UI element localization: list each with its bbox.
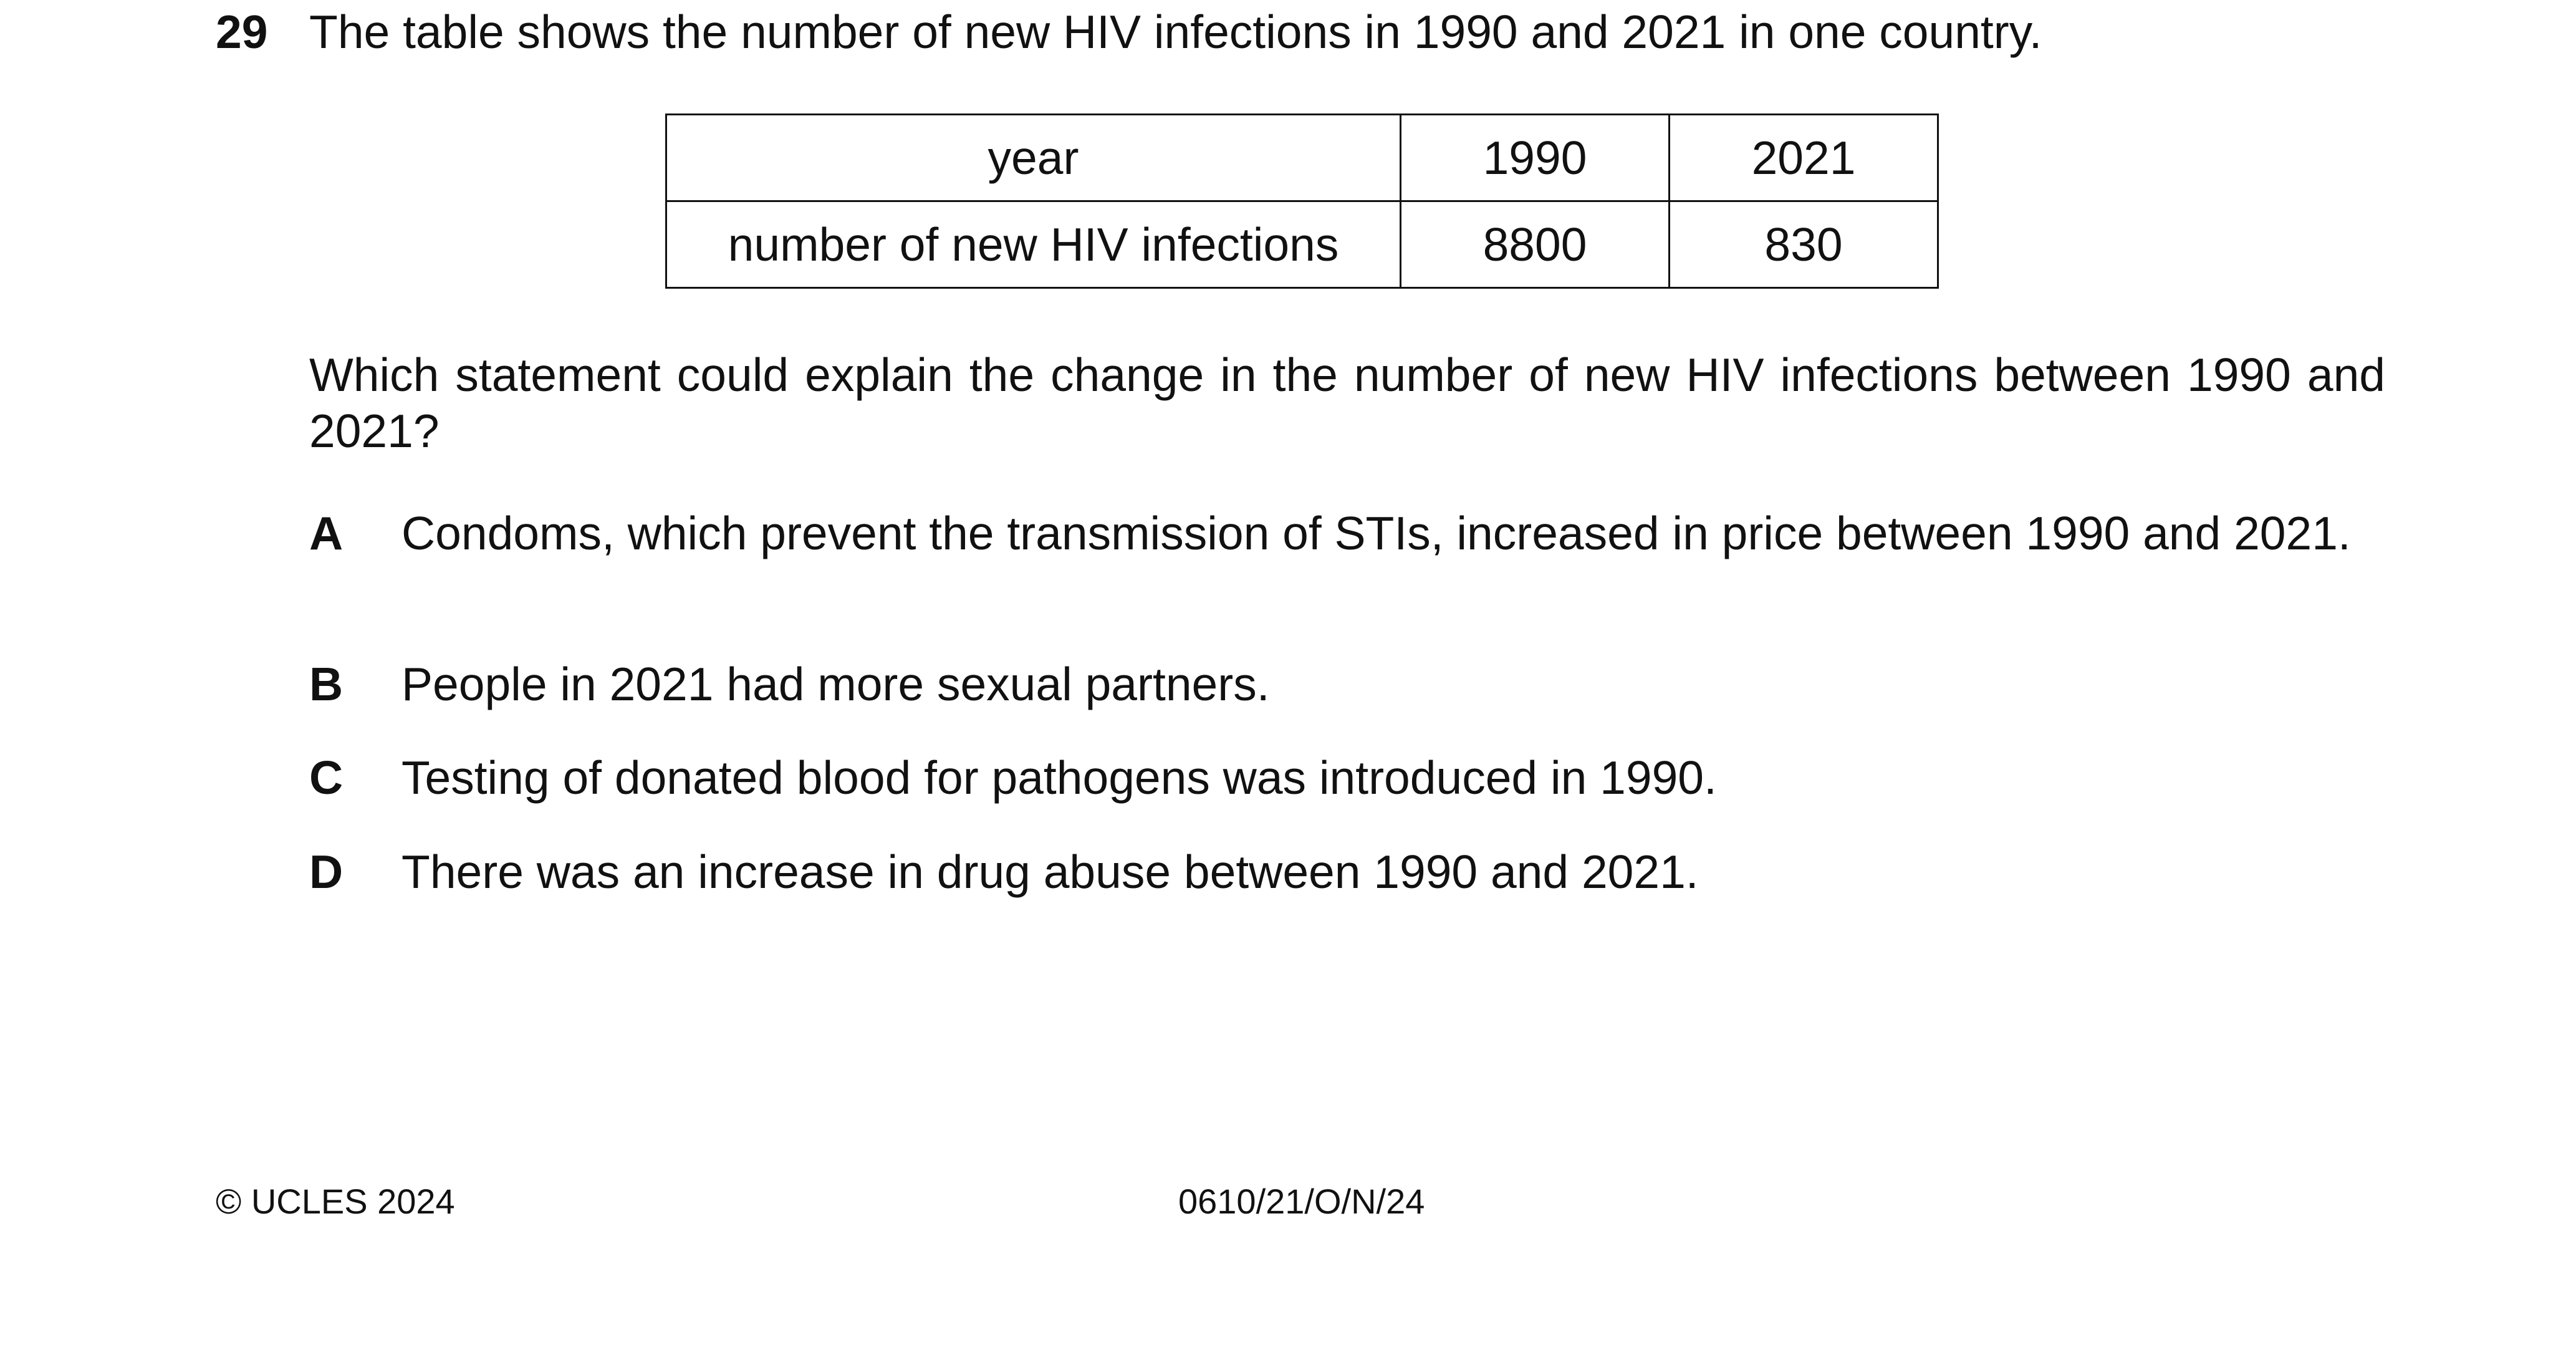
table-cell-year-label: year: [665, 113, 1401, 202]
option-d[interactable]: D There was an increase in drug abuse be…: [309, 844, 2385, 900]
footer-copyright: © UCLES 2024: [216, 1182, 455, 1221]
footer-paper-code: 0610/21/O/N/24: [1178, 1182, 1425, 1221]
question-stem: The table shows the number of new HIV in…: [309, 6, 2042, 58]
table-cell-year-1990: 1990: [1400, 113, 1670, 202]
table-cell-infections-label: number of new HIV infections: [665, 200, 1401, 289]
option-letter: C: [309, 751, 344, 804]
option-c[interactable]: C Testing of donated blood for pathogens…: [309, 750, 2385, 806]
table-row: number of new HIV infections 8800 830: [665, 200, 1939, 289]
option-text: There was an increase in drug abuse betw…: [401, 846, 1699, 898]
option-b[interactable]: B People in 2021 had more sexual partner…: [309, 656, 2385, 712]
option-letter: B: [309, 658, 344, 710]
table-cell-infections-2021: 830: [1668, 200, 1939, 289]
table-cell-year-2021: 2021: [1668, 113, 1939, 202]
option-a[interactable]: A Condoms, which prevent the transmissio…: [309, 505, 2385, 561]
option-letter: D: [309, 846, 344, 898]
option-letter: A: [309, 507, 344, 559]
option-text: Condoms, which prevent the transmission …: [401, 507, 2351, 559]
table-row: year 1990 2021: [665, 113, 1939, 202]
data-table: year 1990 2021 number of new HIV infecti…: [665, 113, 1939, 289]
question-number: 29: [216, 6, 268, 58]
table-cell-infections-1990: 8800: [1400, 200, 1670, 289]
question-prompt: Which statement could explain the change…: [309, 349, 2385, 457]
option-text: Testing of donated blood for pathogens w…: [401, 751, 1717, 804]
option-text: People in 2021 had more sexual partners.: [401, 658, 1270, 710]
